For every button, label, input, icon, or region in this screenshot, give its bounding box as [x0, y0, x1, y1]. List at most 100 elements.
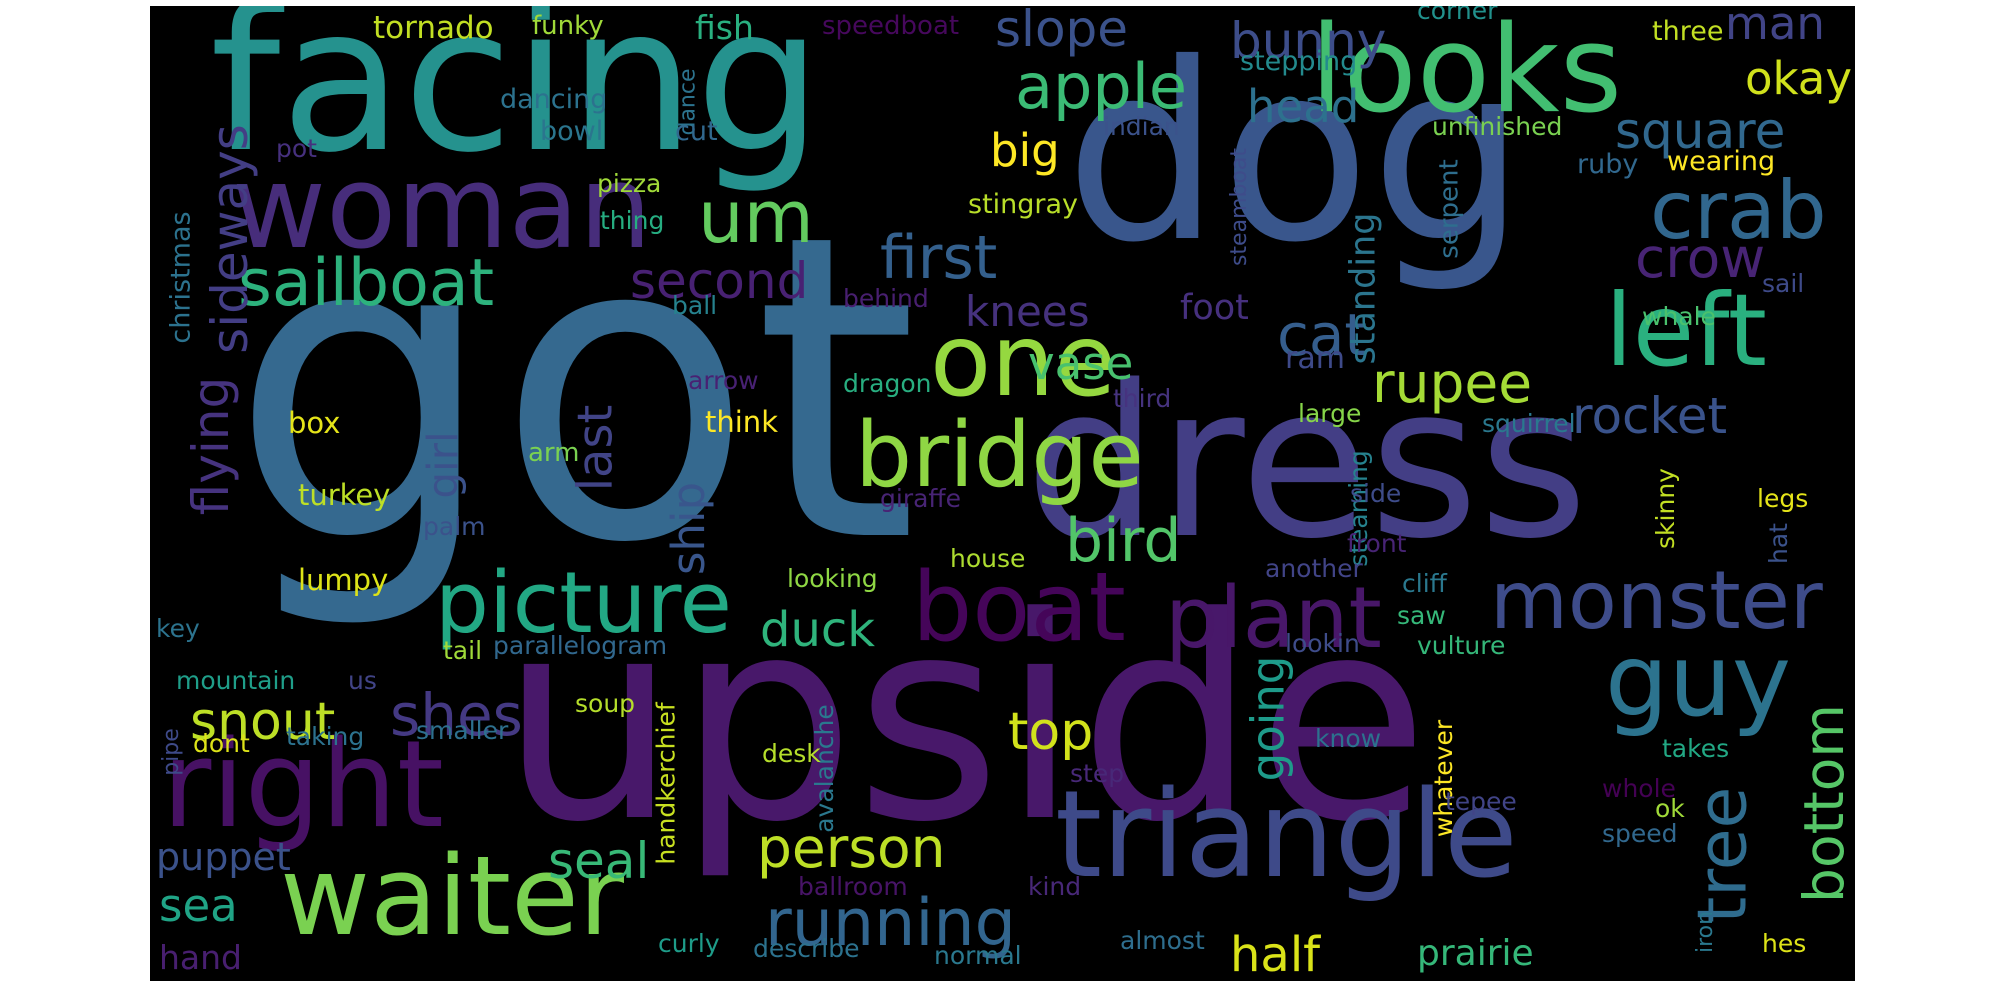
- word-triangle: triangle: [1055, 766, 1518, 905]
- word-giraffe: giraffe: [880, 484, 962, 513]
- word-parallelogram: parallelogram: [493, 631, 668, 660]
- word-serpent: serpent: [1434, 159, 1465, 259]
- word-looking: looking: [787, 564, 878, 593]
- word-lumpy: lumpy: [298, 563, 389, 597]
- word-unfinished: unfinished: [1432, 112, 1563, 141]
- word-rocket: rocket: [1572, 387, 1728, 445]
- word-got: got: [230, 146, 919, 635]
- word-crab: crab: [1650, 164, 1827, 257]
- word-key: key: [156, 614, 200, 643]
- word-ram: ram: [1285, 341, 1345, 376]
- word-us: us: [348, 666, 377, 695]
- word-whale: whale: [1642, 302, 1716, 331]
- word-ruby: ruby: [1577, 149, 1639, 180]
- word-tree: tree: [1683, 786, 1763, 924]
- word-pizza: pizza: [597, 169, 662, 198]
- word-three: three: [1652, 16, 1724, 47]
- word-pipe: pipe: [158, 728, 184, 776]
- word-cloud: got upside dog facing dress looks woman …: [150, 6, 1855, 981]
- word-mountain: mountain: [176, 666, 296, 695]
- word-waiter: waiter: [280, 832, 624, 960]
- word-kind: kind: [1028, 872, 1082, 901]
- word-cat: cat: [1277, 301, 1368, 369]
- word-looks: looks: [1310, 6, 1623, 140]
- word-person: person: [757, 816, 946, 880]
- word-describe: describe: [753, 934, 860, 963]
- word-sail: sail: [1762, 269, 1805, 298]
- word-running: running: [765, 886, 1016, 961]
- word-lookin: lookin: [1285, 629, 1360, 658]
- word-standing: standing: [1343, 212, 1384, 365]
- word-squirrel: squirrel: [1482, 409, 1576, 438]
- word-arm: arm: [528, 438, 580, 468]
- word-skinny: skinny: [1650, 468, 1680, 549]
- word-large: large: [1298, 399, 1362, 428]
- word-bird: bird: [1065, 506, 1182, 576]
- word-avalanche: avalanche: [809, 704, 839, 833]
- word-speed: speed: [1602, 819, 1678, 848]
- word-legs: legs: [1757, 484, 1809, 513]
- word-house: house: [950, 544, 1026, 573]
- word-prairie: prairie: [1417, 933, 1534, 974]
- word-bottom: bottom: [1791, 704, 1855, 903]
- word-ok: ok: [1655, 794, 1685, 823]
- word-sailboat: sailboat: [238, 246, 495, 321]
- word-dont: dont: [193, 729, 250, 758]
- word-duck: duck: [760, 602, 876, 658]
- word-soup: soup: [575, 689, 636, 718]
- word-iron: iron: [1693, 910, 1719, 954]
- word-desk: desk: [762, 739, 821, 768]
- word-ball: ball: [672, 291, 718, 320]
- word-okay: okay: [1745, 52, 1853, 105]
- word-sea: sea: [159, 879, 238, 932]
- word-second: second: [630, 252, 809, 310]
- word-right: right: [162, 716, 444, 855]
- word-bunny: bunny: [1230, 12, 1387, 70]
- word-first: first: [880, 223, 998, 293]
- word-dragon: dragon: [843, 369, 932, 398]
- word-box: box: [288, 406, 341, 440]
- word-curly: curly: [658, 929, 720, 958]
- word-foot: foot: [1180, 288, 1249, 328]
- word-ballroom: ballroom: [798, 872, 908, 901]
- word-corner: corner: [1417, 6, 1498, 25]
- word-steamboat: steamboat: [1227, 147, 1253, 267]
- word-man: man: [1725, 6, 1825, 50]
- word-funky: funky: [532, 11, 604, 41]
- word-plant: plant: [1165, 569, 1382, 668]
- word-behind: behind: [843, 284, 929, 313]
- word-half: half: [1230, 927, 1321, 981]
- word-cut: cut: [675, 116, 718, 147]
- word-knees: knees: [965, 287, 1090, 336]
- word-thing: thing: [600, 206, 665, 235]
- word-dancing: dancing: [500, 84, 608, 115]
- word-um: um: [698, 175, 814, 259]
- word-left: left: [1605, 272, 1767, 389]
- word-top: top: [1008, 702, 1094, 762]
- word-wearing: wearing: [1667, 146, 1776, 177]
- word-apple: apple: [1015, 50, 1188, 123]
- word-flying: flying: [182, 376, 241, 516]
- word-woman: woman: [232, 141, 652, 275]
- word-cliff: cliff: [1402, 569, 1447, 598]
- word-turkey: turkey: [298, 478, 391, 512]
- word-ship: ship: [662, 481, 716, 576]
- word-tail: tail: [443, 636, 483, 665]
- word-vase: vase: [1028, 337, 1134, 390]
- word-dress: dress: [1025, 340, 1589, 585]
- word-christmas: christmas: [165, 211, 197, 344]
- word-big: big: [990, 124, 1060, 177]
- word-picture: picture: [435, 554, 732, 653]
- word-indian: indian: [1103, 112, 1180, 141]
- word-think: think: [705, 405, 778, 439]
- word-snout: snout: [190, 692, 336, 752]
- word-upside: upside: [500, 558, 1429, 884]
- word-girl: girl: [418, 431, 468, 499]
- word-know: know: [1315, 724, 1382, 753]
- word-saw: saw: [1397, 601, 1446, 630]
- word-seal: seal: [548, 832, 650, 890]
- word-hes: hes: [1762, 929, 1807, 958]
- word-pot: pot: [276, 134, 317, 163]
- word-boat: boat: [912, 553, 1126, 663]
- word-puppet: puppet: [156, 835, 291, 879]
